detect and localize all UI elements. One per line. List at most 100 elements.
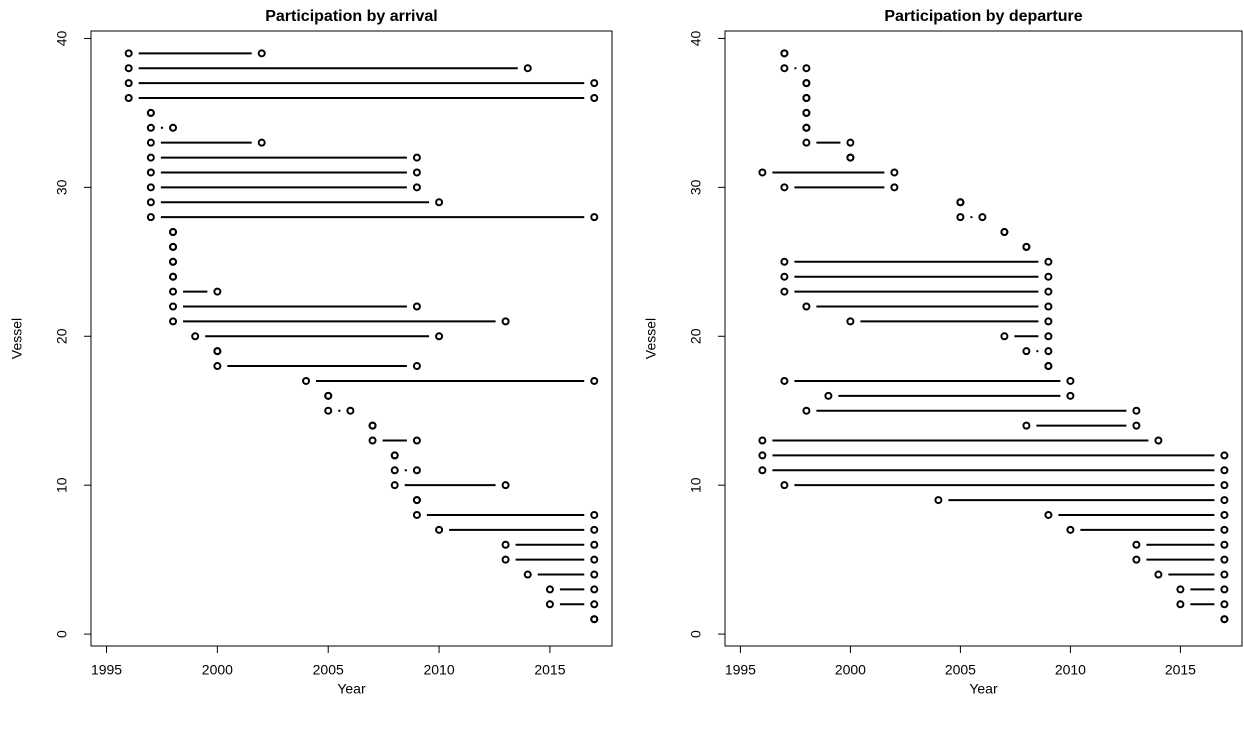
start-point	[435, 525, 444, 534]
end-point	[257, 49, 266, 58]
start-point	[1132, 540, 1141, 549]
end-point	[1220, 466, 1229, 475]
y-tick-label: 0	[688, 630, 704, 638]
end-point	[257, 138, 266, 147]
x-tick-label: 2015	[1165, 662, 1196, 678]
end-point	[1132, 421, 1141, 430]
y-tick-label: 10	[688, 477, 704, 493]
end-point	[978, 213, 987, 222]
end-point	[169, 257, 178, 266]
start-point	[501, 555, 510, 564]
start-point	[390, 481, 399, 490]
start-point	[390, 466, 399, 475]
y-axis-label: Vessel	[643, 318, 659, 359]
start-point	[780, 376, 789, 385]
end-point	[802, 123, 811, 132]
end-point	[501, 481, 510, 490]
y-tick-label: 20	[688, 328, 704, 344]
end-point	[1044, 287, 1053, 296]
x-tick-label: 1995	[725, 662, 756, 678]
start-point	[780, 481, 789, 490]
end-point	[1154, 436, 1163, 445]
start-point	[146, 198, 155, 207]
start-point	[956, 213, 965, 222]
start-point	[169, 317, 178, 326]
start-point	[523, 570, 532, 579]
end-point	[1044, 347, 1053, 356]
end-point	[1044, 257, 1053, 266]
y-tick-label: 10	[54, 477, 70, 493]
end-point	[802, 94, 811, 103]
end-point	[890, 168, 899, 177]
start-point	[1176, 600, 1185, 609]
start-point	[934, 496, 943, 505]
start-point	[758, 436, 767, 445]
start-point	[124, 94, 133, 103]
start-point	[1132, 555, 1141, 564]
end-point	[956, 198, 965, 207]
end-point	[169, 228, 178, 237]
y-tick-label: 40	[688, 30, 704, 46]
end-point	[1044, 362, 1053, 371]
end-point	[435, 198, 444, 207]
end-point	[412, 436, 421, 445]
start-point	[545, 585, 554, 594]
end-point	[169, 272, 178, 281]
chart-title: Participation by departure	[884, 8, 1082, 25]
start-point	[412, 510, 421, 519]
end-point	[590, 600, 599, 609]
start-point	[213, 362, 222, 371]
start-point	[758, 168, 767, 177]
end-point	[1220, 615, 1229, 624]
start-point	[146, 123, 155, 132]
start-point	[1044, 510, 1053, 519]
start-point	[780, 64, 789, 73]
start-point	[1154, 570, 1163, 579]
plot-box	[724, 30, 1243, 647]
start-point	[758, 451, 767, 460]
end-point	[590, 570, 599, 579]
start-point	[758, 466, 767, 475]
end-point	[890, 183, 899, 192]
end-point	[1132, 406, 1141, 415]
end-point	[1000, 228, 1009, 237]
end-point	[1220, 570, 1229, 579]
end-point	[412, 466, 421, 475]
end-point	[412, 362, 421, 371]
start-point	[302, 376, 311, 385]
end-point	[501, 317, 510, 326]
start-point	[124, 79, 133, 88]
start-point	[124, 64, 133, 73]
start-point	[169, 302, 178, 311]
end-point	[1220, 525, 1229, 534]
end-point	[412, 302, 421, 311]
end-point	[412, 168, 421, 177]
end-point	[346, 406, 355, 415]
end-point	[590, 79, 599, 88]
end-point	[780, 49, 789, 58]
y-axis-label: Vessel	[9, 318, 25, 359]
start-point	[191, 332, 200, 341]
start-point	[802, 138, 811, 147]
start-point	[802, 302, 811, 311]
start-point	[1176, 585, 1185, 594]
start-point	[1022, 421, 1031, 430]
end-point	[1220, 451, 1229, 460]
end-point	[1044, 302, 1053, 311]
end-point	[802, 64, 811, 73]
end-point	[590, 525, 599, 534]
end-point	[324, 391, 333, 400]
start-point	[146, 138, 155, 147]
end-point	[1044, 332, 1053, 341]
start-point	[501, 540, 510, 549]
x-tick-label: 1995	[91, 662, 122, 678]
x-tick-label: 2010	[423, 662, 454, 678]
end-point	[213, 287, 222, 296]
start-point	[146, 153, 155, 162]
start-point	[324, 406, 333, 415]
x-axis-label: Year	[969, 681, 998, 697]
end-point	[1220, 555, 1229, 564]
start-point	[1066, 525, 1075, 534]
end-point	[1220, 481, 1229, 490]
